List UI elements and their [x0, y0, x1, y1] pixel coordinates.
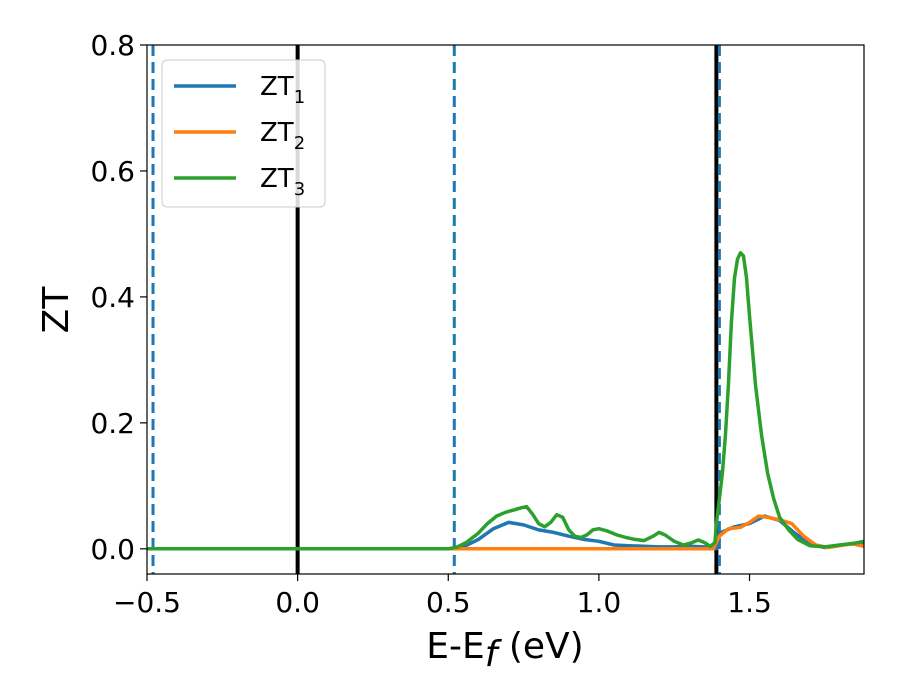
series-line-zt3 — [147, 251, 864, 551]
x-axis-label-main: E-E — [426, 626, 484, 667]
x-tick-label: 1.5 — [727, 586, 772, 619]
legend-label-zt3: ZT3 — [260, 164, 305, 200]
x-axis-label-unit: (eV) — [497, 626, 583, 667]
y-axis-ticks: 0.0 0.2 0.4 0.6 0.8 — [90, 29, 147, 566]
y-tick-label: 0.6 — [90, 155, 135, 188]
x-tick-label: 0.0 — [275, 586, 320, 619]
legend-label-zt1: ZT1 — [260, 72, 305, 108]
x-axis-ticks: −0.5 0.0 0.5 1.0 1.5 — [113, 574, 772, 619]
plot-frame — [146, 44, 865, 575]
y-tick-label: 0.0 — [90, 533, 135, 566]
x-tick-label: 1.0 — [577, 586, 622, 619]
series-line-zt1 — [147, 514, 864, 551]
y-axis-label: ZT — [36, 286, 77, 334]
legend-label-zt2: ZT2 — [260, 118, 305, 154]
x-tick-label: −0.5 — [113, 586, 181, 619]
series-group — [147, 251, 864, 551]
y-tick-label: 0.4 — [90, 281, 135, 314]
x-axis-label: E-Ef (eV) — [426, 626, 583, 675]
legend: ZT1 ZT2 ZT3 — [161, 59, 326, 208]
y-tick-label: 0.8 — [90, 29, 135, 62]
legend-box — [161, 59, 326, 208]
y-tick-label: 0.2 — [90, 407, 135, 440]
x-tick-label: 0.5 — [426, 586, 471, 619]
